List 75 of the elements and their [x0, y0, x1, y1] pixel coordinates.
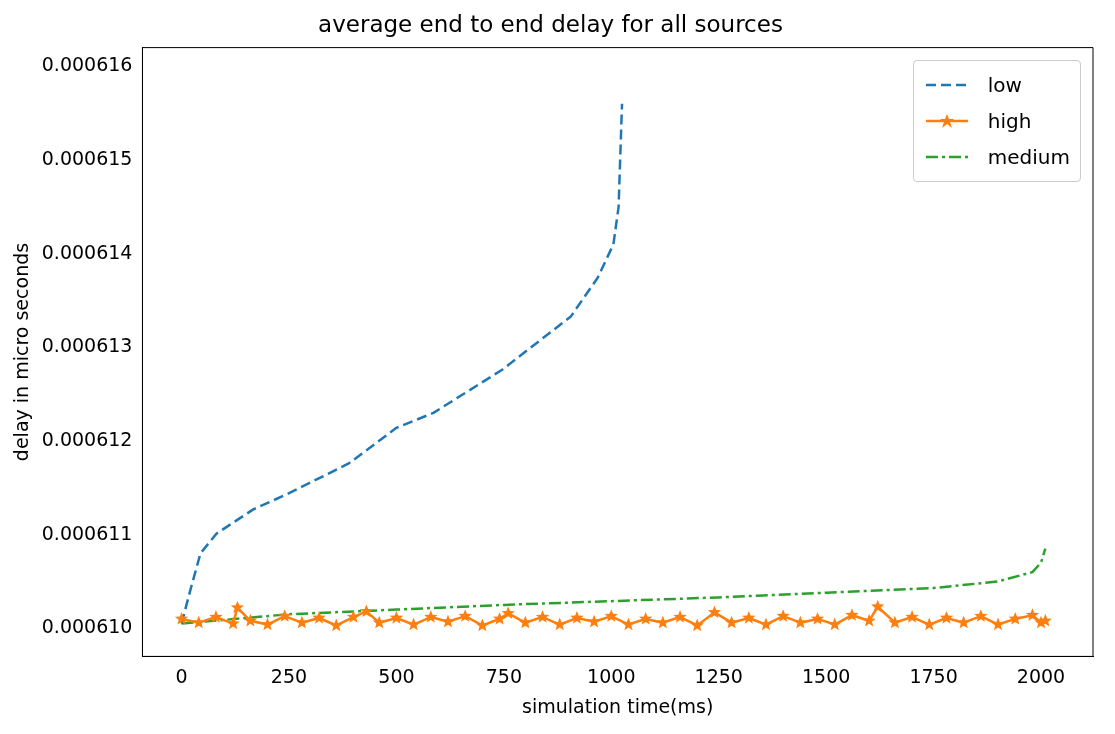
- point: [1025, 608, 1040, 621]
- legend-label: high: [987, 109, 1032, 133]
- point: [518, 615, 532, 629]
- point: [475, 618, 490, 632]
- point: [759, 617, 773, 631]
- x-tick-label: 1000: [587, 664, 636, 687]
- y-tick-label: 0.000615: [41, 146, 133, 169]
- point: [776, 609, 790, 622]
- point: [673, 610, 687, 623]
- y-axis-title: delay in micro seconds: [10, 242, 33, 462]
- point: [905, 610, 919, 623]
- point: [810, 611, 825, 625]
- point: [639, 611, 653, 625]
- point: [862, 613, 876, 627]
- y-tick-label: 0.000612: [41, 427, 133, 450]
- point: [278, 609, 292, 622]
- point: [991, 617, 1005, 631]
- legend-label: medium: [987, 145, 1070, 169]
- point: [501, 606, 515, 619]
- point: [888, 615, 902, 629]
- point: [346, 610, 361, 623]
- point: [828, 617, 842, 631]
- point: [424, 610, 438, 623]
- point: [570, 611, 584, 624]
- point: [1038, 613, 1052, 627]
- point: [587, 614, 601, 628]
- point: [553, 617, 567, 631]
- y-tick-label: 0.000610: [41, 615, 133, 638]
- point: [690, 618, 704, 632]
- point: [724, 615, 739, 629]
- point: [656, 615, 670, 629]
- point: [230, 600, 245, 614]
- legend-label: low: [987, 73, 1022, 97]
- point: [359, 604, 373, 618]
- point: [312, 611, 326, 624]
- point: [974, 609, 988, 622]
- point: [939, 611, 954, 624]
- point: [295, 615, 309, 629]
- point: [458, 609, 472, 622]
- x-tick-label: 2000: [1016, 664, 1066, 687]
- point: [742, 611, 756, 624]
- x-tick-label: 1750: [909, 664, 958, 687]
- y-tick-label: 0.000614: [41, 240, 133, 263]
- point: [441, 614, 455, 628]
- point: [922, 617, 936, 631]
- point: [260, 617, 275, 631]
- point: [707, 605, 722, 619]
- point: [957, 615, 971, 629]
- point: [209, 610, 223, 623]
- point: [372, 615, 386, 629]
- x-tick-label: 1250: [694, 664, 743, 687]
- point: [604, 609, 618, 622]
- point: [535, 610, 550, 623]
- point: [1008, 611, 1022, 625]
- point: [389, 611, 404, 624]
- x-tick-label: 750: [485, 664, 522, 687]
- point: [845, 608, 859, 621]
- point: [226, 616, 240, 630]
- x-axis-title: simulation time(ms): [522, 694, 714, 717]
- x-tick-label: 500: [378, 664, 415, 687]
- y-tick-label: 0.000616: [41, 53, 133, 76]
- x-tick-label: 1500: [801, 664, 851, 687]
- y-tick-label: 0.000611: [41, 521, 133, 544]
- point: [871, 599, 885, 613]
- x-tick-label: 0: [175, 664, 188, 687]
- y-tick-label: 0.000613: [41, 334, 133, 357]
- point: [192, 615, 206, 629]
- point: [406, 617, 421, 631]
- chart-title: average end to end delay for all sources: [318, 10, 783, 37]
- point: [174, 611, 189, 625]
- x-tick-label: 250: [270, 664, 308, 687]
- point: [492, 611, 507, 625]
- point: [243, 613, 257, 627]
- point: [793, 615, 808, 629]
- point: [329, 618, 343, 632]
